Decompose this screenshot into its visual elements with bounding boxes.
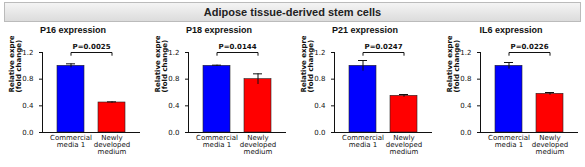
svg-text:Relative expression(fold chang: Relative expression(fold change) xyxy=(154,36,169,93)
svg-text:0.8: 0.8 xyxy=(168,75,179,83)
svg-text:0.0: 0.0 xyxy=(460,129,471,137)
svg-text:0.8: 0.8 xyxy=(22,75,33,83)
html-text:IL6 expression: IL6 expression xyxy=(479,25,543,35)
svg-text:0.4: 0.4 xyxy=(460,102,472,110)
svg-text:Commercialmedia 1: Commercialmedia 1 xyxy=(488,134,530,149)
svg-text:Commercialmedia 1: Commercialmedia 1 xyxy=(342,134,384,149)
svg-text:0.4: 0.4 xyxy=(22,102,34,110)
svg-text:Relative expression(fold chang: Relative expression(fold change) xyxy=(300,36,315,93)
svg-text:Newlydevelopedmedium: Newlydevelopedmedium xyxy=(386,134,423,156)
svg-text:0.0: 0.0 xyxy=(168,129,179,137)
html-text:Adipose tissue-derived stem ce: Adipose tissue-derived stem cells xyxy=(203,6,382,18)
html-text:P18 expression: P18 expression xyxy=(186,25,252,35)
svg-text:1.2: 1.2 xyxy=(460,49,471,57)
html-text:P16 expression: P16 expression xyxy=(40,25,106,35)
svg-text:1.2: 1.2 xyxy=(22,49,33,57)
svg-text:1.2: 1.2 xyxy=(168,49,179,57)
svg-text:0.8: 0.8 xyxy=(460,75,471,83)
svg-text:P=0.0226: P=0.0226 xyxy=(510,43,548,51)
svg-text:P=0.0144: P=0.0144 xyxy=(218,43,256,51)
svg-text:0.0: 0.0 xyxy=(22,129,33,137)
svg-text:Relative expression(fold chang: Relative expression(fold change) xyxy=(8,36,23,93)
svg-text:Commercialmedia 1: Commercialmedia 1 xyxy=(196,134,238,149)
svg-text:P=0.0247: P=0.0247 xyxy=(364,43,402,51)
svg-text:0.4: 0.4 xyxy=(314,102,326,110)
svg-text:Commercialmedia 1: Commercialmedia 1 xyxy=(50,134,92,149)
svg-text:Newlydevelopedmedium: Newlydevelopedmedium xyxy=(94,134,131,156)
svg-text:P=0.0025: P=0.0025 xyxy=(72,43,110,51)
svg-text:Newlydevelopedmedium: Newlydevelopedmedium xyxy=(532,134,569,156)
svg-text:0.4: 0.4 xyxy=(168,102,180,110)
html-text:P21 expression: P21 expression xyxy=(332,25,398,35)
svg-text:0.8: 0.8 xyxy=(314,75,325,83)
svg-text:0.0: 0.0 xyxy=(314,129,325,137)
svg-text:Newlydevelopedmedium: Newlydevelopedmedium xyxy=(240,134,277,156)
svg-text:Relative expression(fold chang: Relative expression(fold change) xyxy=(446,36,461,93)
svg-text:1.2: 1.2 xyxy=(314,49,325,57)
